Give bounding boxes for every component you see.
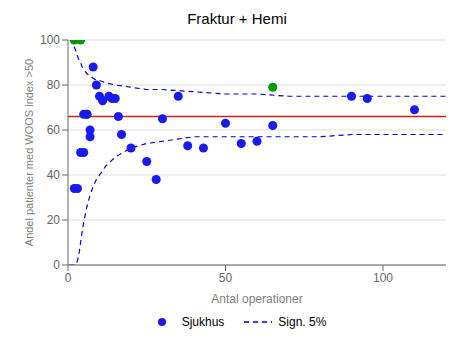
svg-text:0: 0 xyxy=(65,271,72,285)
html-text:Sjukhus: Sjukhus xyxy=(181,315,225,329)
svg-text:80: 80 xyxy=(47,78,61,92)
svg-text:100: 100 xyxy=(373,271,393,285)
svg-text:40: 40 xyxy=(47,168,61,182)
svg-text:60: 60 xyxy=(47,123,61,137)
svg-text:100: 100 xyxy=(40,33,60,47)
html-text:Fraktur + Hemi: Fraktur + Hemi xyxy=(187,10,287,27)
html-text:Sign. 5%: Sign. 5% xyxy=(278,315,327,329)
svg-text:50: 50 xyxy=(219,271,233,285)
svg-text:20: 20 xyxy=(47,213,61,227)
svg-text:0: 0 xyxy=(53,258,60,272)
svg-text:Andel patienter med WOOS index: Andel patienter med WOOS index >50 xyxy=(23,59,35,246)
svg-text:Antal operationer: Antal operationer xyxy=(211,292,302,306)
